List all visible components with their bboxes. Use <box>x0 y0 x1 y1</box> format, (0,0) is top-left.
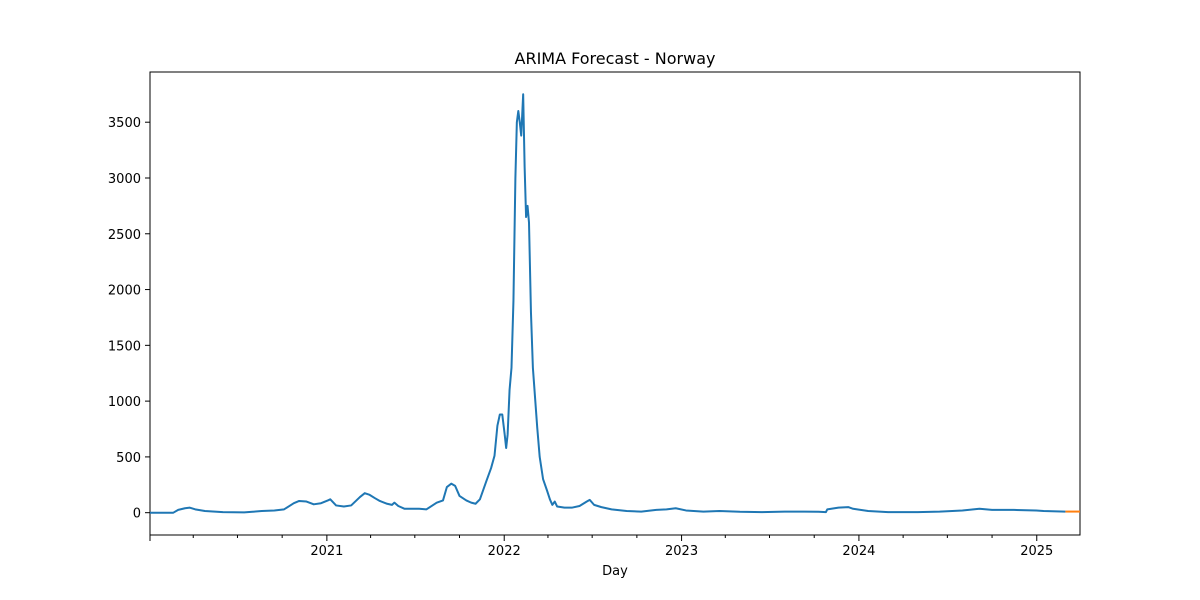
series-line-0 <box>150 93 1066 514</box>
x-tick-label: 2022 <box>488 544 521 559</box>
y-tick-label: 0 <box>133 507 141 522</box>
x-tick-label: 2023 <box>665 544 698 559</box>
plot-area <box>149 71 1081 536</box>
x-tick-label: 2021 <box>310 544 343 559</box>
x-axis-label: Day <box>602 564 628 579</box>
y-tick-label: 2500 <box>108 228 141 243</box>
x-tick-label: 2025 <box>1020 544 1053 559</box>
y-tick-label: 3500 <box>108 116 141 131</box>
x-axis: 2021 2022 2023 2024 2025 <box>149 535 1053 559</box>
y-tick-label: 3000 <box>108 172 141 187</box>
x-tick-label: 2024 <box>842 544 875 559</box>
y-tick-label: 500 <box>116 451 141 466</box>
y-tick-label: 1000 <box>108 395 141 410</box>
y-tick-label: 1500 <box>108 339 141 354</box>
chart-title: ARIMA Forecast - Norway <box>515 49 716 68</box>
y-axis: 0 500 1000 1500 2000 2500 3000 3500 <box>108 116 150 522</box>
y-tick-label: 2000 <box>108 284 141 299</box>
series-layer <box>150 93 1080 514</box>
